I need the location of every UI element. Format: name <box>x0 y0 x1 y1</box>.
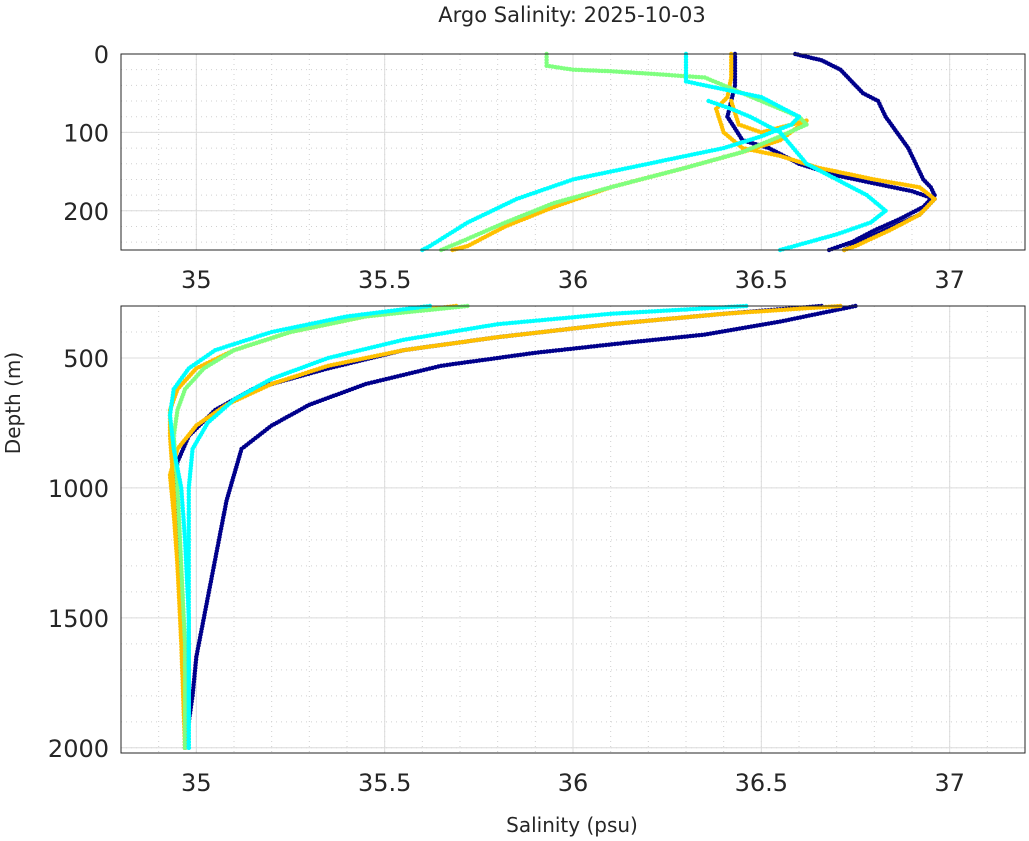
y-tick-label: 200 <box>63 198 109 226</box>
x-tick-label: 35 <box>181 769 212 797</box>
series-float-cyan <box>420 51 802 253</box>
lower-panel: 35 35.5 36 36.5 37 500 1000 1500 2000 <box>48 303 1026 797</box>
axes-frame <box>120 53 1026 251</box>
data-point <box>186 745 191 750</box>
chart-title: Argo Salinity: 2025-10-03 <box>438 3 705 27</box>
x-tick-label: 37 <box>934 769 965 797</box>
y-tick-label: 1500 <box>48 605 109 633</box>
y-tick-label: 0 <box>94 41 109 69</box>
upper-panel: 35 35.5 36 36.5 37 0 100 200 <box>63 41 1026 294</box>
x-tick-label: 37 <box>934 266 965 294</box>
y-tick-label: 500 <box>63 345 109 373</box>
x-tick-label: 36.5 <box>735 769 788 797</box>
x-tick-label: 35.5 <box>358 769 411 797</box>
x-tick-label: 36.5 <box>735 266 788 294</box>
x-tick-label: 35 <box>181 266 212 294</box>
y-tick-label: 1000 <box>48 475 109 503</box>
y-axis-label: Depth (m) <box>1 352 25 454</box>
series-float-orange <box>713 51 937 253</box>
y-tick-label: 2000 <box>48 735 109 763</box>
x-tick-label: 35.5 <box>358 266 411 294</box>
y-tick-label: 100 <box>63 119 109 147</box>
series-float-cyan-2 <box>706 98 888 253</box>
series-float-navy <box>182 303 858 750</box>
x-tick-label: 36 <box>558 769 589 797</box>
series-float-cyan-2 <box>186 303 749 750</box>
x-axis-label: Salinity (psu) <box>506 813 638 837</box>
axes-frame <box>120 305 1026 754</box>
data-point <box>182 745 188 750</box>
x-tick-label: 36 <box>558 266 589 294</box>
